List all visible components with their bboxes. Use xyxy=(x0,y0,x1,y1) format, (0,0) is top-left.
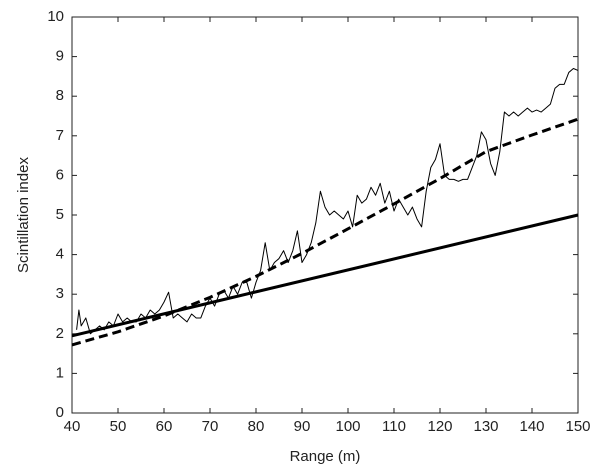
y-tick-label: 3 xyxy=(56,285,64,302)
x-tick-label: 70 xyxy=(202,418,219,435)
y-tick-label: 8 xyxy=(56,87,64,104)
y-tick-label: 0 xyxy=(56,404,64,421)
x-tick-label: 40 xyxy=(64,418,81,435)
x-tick-label: 50 xyxy=(110,418,127,435)
x-axis-label: Range (m) xyxy=(290,448,361,465)
y-tick-label: 6 xyxy=(56,166,64,183)
x-tick-label: 80 xyxy=(248,418,265,435)
x-tick-label: 150 xyxy=(565,418,590,435)
series-line xyxy=(71,213,579,338)
y-tick-label: 10 xyxy=(47,8,64,25)
x-tick-label: 90 xyxy=(294,418,311,435)
y-tick-label: 2 xyxy=(56,325,64,342)
y-tick-label: 4 xyxy=(56,246,64,263)
y-tick-label: 1 xyxy=(56,364,64,381)
x-tick-label: 130 xyxy=(473,418,498,435)
series-line xyxy=(76,67,579,335)
y-axis-label: Scintillation index xyxy=(15,157,32,273)
y-tick-label: 7 xyxy=(56,127,64,144)
x-tick-label: 120 xyxy=(427,418,452,435)
y-tick-label: 5 xyxy=(56,206,64,223)
series-line xyxy=(71,117,579,347)
x-tick-label: 100 xyxy=(335,418,360,435)
x-tick-label: 110 xyxy=(382,418,406,435)
x-tick-label: 140 xyxy=(519,418,544,435)
x-tick-label: 60 xyxy=(156,418,173,435)
y-tick-label: 9 xyxy=(56,48,64,65)
